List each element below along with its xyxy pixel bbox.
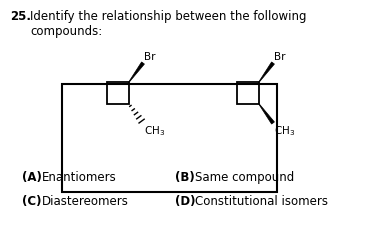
Text: Constitutional isomers: Constitutional isomers (195, 195, 328, 208)
Text: (C): (C) (22, 195, 41, 208)
Polygon shape (259, 62, 274, 82)
Text: Enantiomers: Enantiomers (42, 171, 117, 184)
Text: Br: Br (144, 52, 155, 62)
Text: Diastereomers: Diastereomers (42, 195, 129, 208)
Text: (D): (D) (175, 195, 195, 208)
Text: Br: Br (274, 52, 285, 62)
Text: (B): (B) (175, 171, 195, 184)
Polygon shape (129, 62, 144, 82)
Bar (62, 84, 277, 192)
Polygon shape (259, 104, 274, 124)
Text: CH$_3$: CH$_3$ (144, 124, 165, 138)
Text: 25.: 25. (10, 10, 31, 23)
Text: CH$_3$: CH$_3$ (274, 124, 295, 138)
Text: Identify the relationship between the following
compounds:: Identify the relationship between the fo… (30, 10, 306, 38)
Text: (A): (A) (22, 171, 42, 184)
Text: Same compound: Same compound (195, 171, 294, 184)
